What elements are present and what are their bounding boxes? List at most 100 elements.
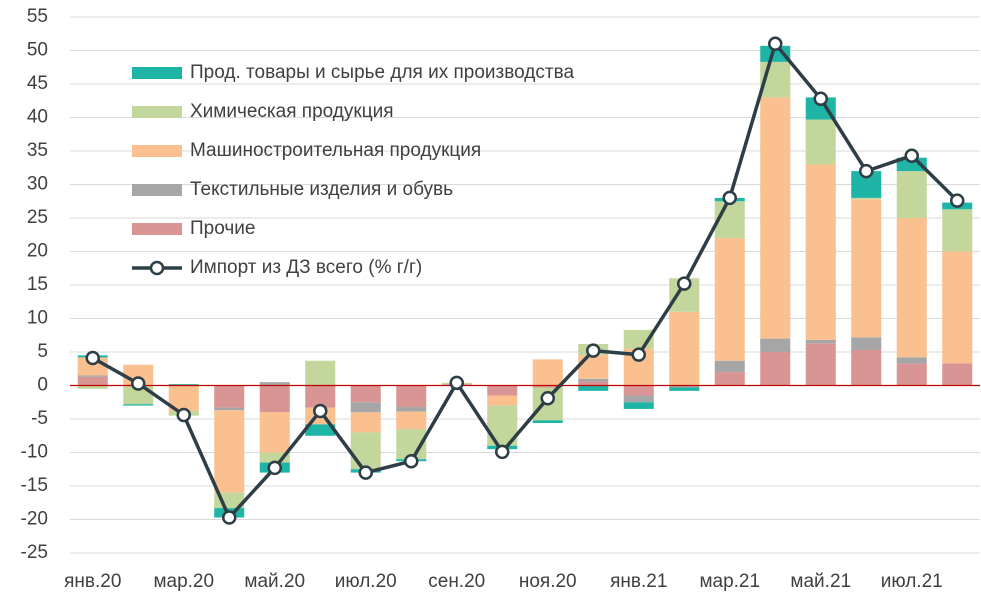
line-marker bbox=[449, 375, 464, 391]
bar-segment bbox=[305, 424, 336, 436]
line-marker bbox=[540, 390, 555, 406]
bar-segment bbox=[214, 385, 245, 408]
y-tick-label: 20 bbox=[27, 241, 48, 262]
bar-segment bbox=[396, 385, 427, 407]
line-marker bbox=[176, 407, 191, 423]
y-tick-label: 45 bbox=[27, 73, 48, 94]
bar-segment bbox=[350, 432, 381, 470]
bar-segment bbox=[532, 359, 563, 386]
legend-swatch bbox=[132, 223, 182, 235]
bar-segment bbox=[714, 360, 745, 373]
legend-swatch bbox=[132, 67, 182, 79]
y-tick-label: -25 bbox=[21, 542, 48, 563]
bar-segment bbox=[805, 119, 836, 165]
x-tick-label: май.21 bbox=[790, 571, 851, 592]
bar-segment bbox=[669, 311, 700, 386]
bar-segment bbox=[578, 381, 609, 386]
bar-segment bbox=[669, 387, 700, 391]
bar-segment bbox=[896, 357, 927, 364]
bar-segment bbox=[896, 218, 927, 358]
y-tick-label: 55 bbox=[27, 6, 48, 27]
line-marker bbox=[950, 193, 965, 208]
legend-marker bbox=[149, 260, 165, 276]
bar-segment bbox=[760, 97, 791, 339]
bar-segment bbox=[350, 385, 381, 403]
legend-swatch bbox=[132, 145, 182, 157]
bar-segment bbox=[350, 412, 381, 433]
x-tick-label: июл.21 bbox=[881, 571, 943, 592]
line-marker bbox=[631, 347, 646, 362]
bar-segment bbox=[896, 171, 927, 218]
y-tick-label: -20 bbox=[21, 509, 48, 530]
y-tick-label: -10 bbox=[21, 442, 48, 463]
bar-segment bbox=[532, 420, 563, 424]
line-marker bbox=[813, 91, 828, 106]
line-marker bbox=[131, 376, 146, 391]
x-tick-label: ноя.20 bbox=[519, 571, 577, 592]
bar-segment bbox=[396, 406, 427, 412]
line-marker bbox=[586, 343, 601, 358]
bar-segment bbox=[350, 402, 381, 413]
y-tick-label: -15 bbox=[21, 475, 48, 496]
bar-segment bbox=[669, 385, 700, 388]
bar-segment bbox=[760, 352, 791, 386]
bar-segment bbox=[714, 372, 745, 386]
line-marker bbox=[859, 163, 874, 179]
bar-segment bbox=[851, 199, 882, 338]
y-tick-label: 35 bbox=[27, 140, 48, 161]
bar-segment bbox=[77, 376, 108, 386]
bar-segment bbox=[214, 410, 245, 493]
x-tick-label: май.20 bbox=[244, 571, 305, 592]
bar-segment bbox=[77, 375, 108, 377]
line-marker bbox=[404, 453, 419, 469]
x-tick-label: июл.20 bbox=[335, 571, 397, 592]
y-tick-label: 40 bbox=[27, 107, 48, 128]
line-marker bbox=[722, 190, 737, 206]
bar-segment bbox=[259, 382, 290, 386]
y-tick-label: 5 bbox=[37, 341, 48, 362]
bar-segment bbox=[487, 385, 518, 396]
bar-segment bbox=[851, 349, 882, 386]
bar-segment bbox=[760, 45, 791, 62]
bar-segment bbox=[851, 337, 882, 350]
legend-swatch bbox=[132, 106, 182, 118]
line-marker bbox=[85, 350, 100, 366]
y-tick-label: -5 bbox=[31, 408, 48, 429]
line-marker bbox=[677, 276, 692, 291]
bar-segment bbox=[259, 412, 290, 453]
bar-segment bbox=[805, 164, 836, 340]
bar-segment bbox=[805, 97, 836, 120]
x-tick-label: сен.20 bbox=[428, 571, 485, 592]
bar-segment bbox=[259, 385, 290, 413]
line-marker bbox=[904, 148, 919, 163]
bar-segment bbox=[942, 251, 973, 364]
bar-segment bbox=[623, 402, 654, 409]
legend-swatch bbox=[132, 184, 182, 196]
bar-segment bbox=[578, 355, 609, 379]
y-tick-label: 25 bbox=[27, 207, 48, 228]
bar-segment bbox=[487, 395, 518, 406]
line-marker bbox=[313, 403, 328, 419]
legend-label: Прочие bbox=[190, 218, 255, 239]
legend-label: Импорт из ДЗ всего (% г/г) bbox=[190, 257, 422, 278]
line-marker bbox=[222, 510, 237, 525]
bar-segment bbox=[168, 384, 199, 386]
bar-segment bbox=[623, 385, 654, 396]
bar-segment bbox=[896, 363, 927, 386]
bar-segment bbox=[123, 404, 154, 406]
line-marker bbox=[267, 460, 282, 476]
bar-segment bbox=[851, 197, 882, 200]
bar-segment bbox=[714, 238, 745, 361]
bar-segment bbox=[578, 385, 609, 391]
y-tick-label: 30 bbox=[27, 174, 48, 195]
bar-segment bbox=[532, 385, 563, 388]
line bbox=[91, 40, 959, 521]
y-tick-label: 15 bbox=[27, 274, 48, 295]
legend-label: Текстильные изделия и обувь bbox=[190, 179, 453, 200]
bar-segment bbox=[77, 385, 108, 389]
line-marker bbox=[768, 36, 783, 52]
legend-label: Машиностроительная продукция bbox=[190, 140, 481, 161]
bar-segment bbox=[305, 360, 336, 386]
line-marker bbox=[495, 444, 510, 460]
